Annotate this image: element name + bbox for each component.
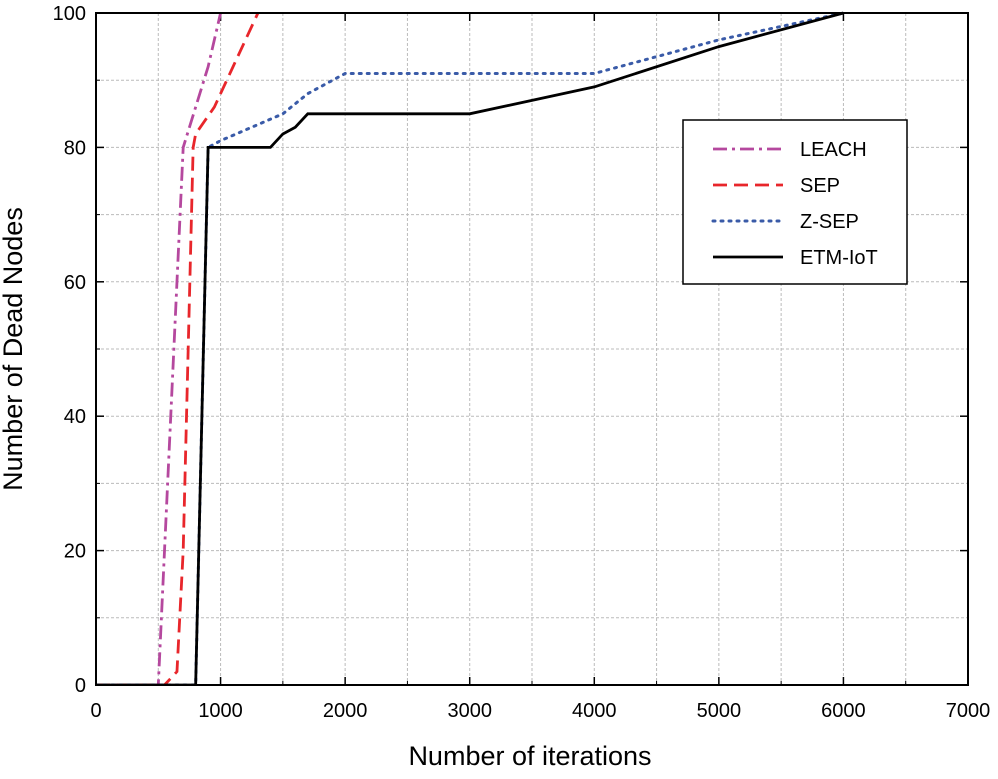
y-tick-label: 40 (64, 406, 86, 428)
legend-label: SEP (800, 175, 840, 197)
legend-label: Z-SEP (800, 211, 859, 233)
x-tick-label: 2000 (323, 700, 368, 722)
x-axis-label: Number of iterations (408, 741, 651, 771)
legend-label: ETM-IoT (800, 247, 878, 269)
y-axis-label: Number of Dead Nodes (0, 207, 28, 491)
x-tick-label: 3000 (447, 700, 492, 722)
y-tick-label: 80 (64, 137, 86, 159)
y-tick-label: 20 (64, 541, 86, 563)
x-tick-label: 5000 (697, 700, 742, 722)
x-tick-label: 6000 (821, 700, 866, 722)
legend-label: LEACH (800, 139, 867, 161)
x-tick-label: 4000 (572, 700, 617, 722)
data-line (96, 12, 260, 685)
data-line (96, 11, 844, 685)
x-tick-label: 0 (90, 700, 101, 722)
data-line (96, 12, 222, 685)
y-tick-label: 0 (75, 675, 86, 697)
x-tick-label: 7000 (946, 700, 991, 722)
plot-frame (95, 12, 969, 686)
y-tick-label: 60 (64, 272, 86, 294)
x-tick-label: 1000 (198, 700, 243, 722)
y-tick-label: 100 (53, 3, 86, 25)
